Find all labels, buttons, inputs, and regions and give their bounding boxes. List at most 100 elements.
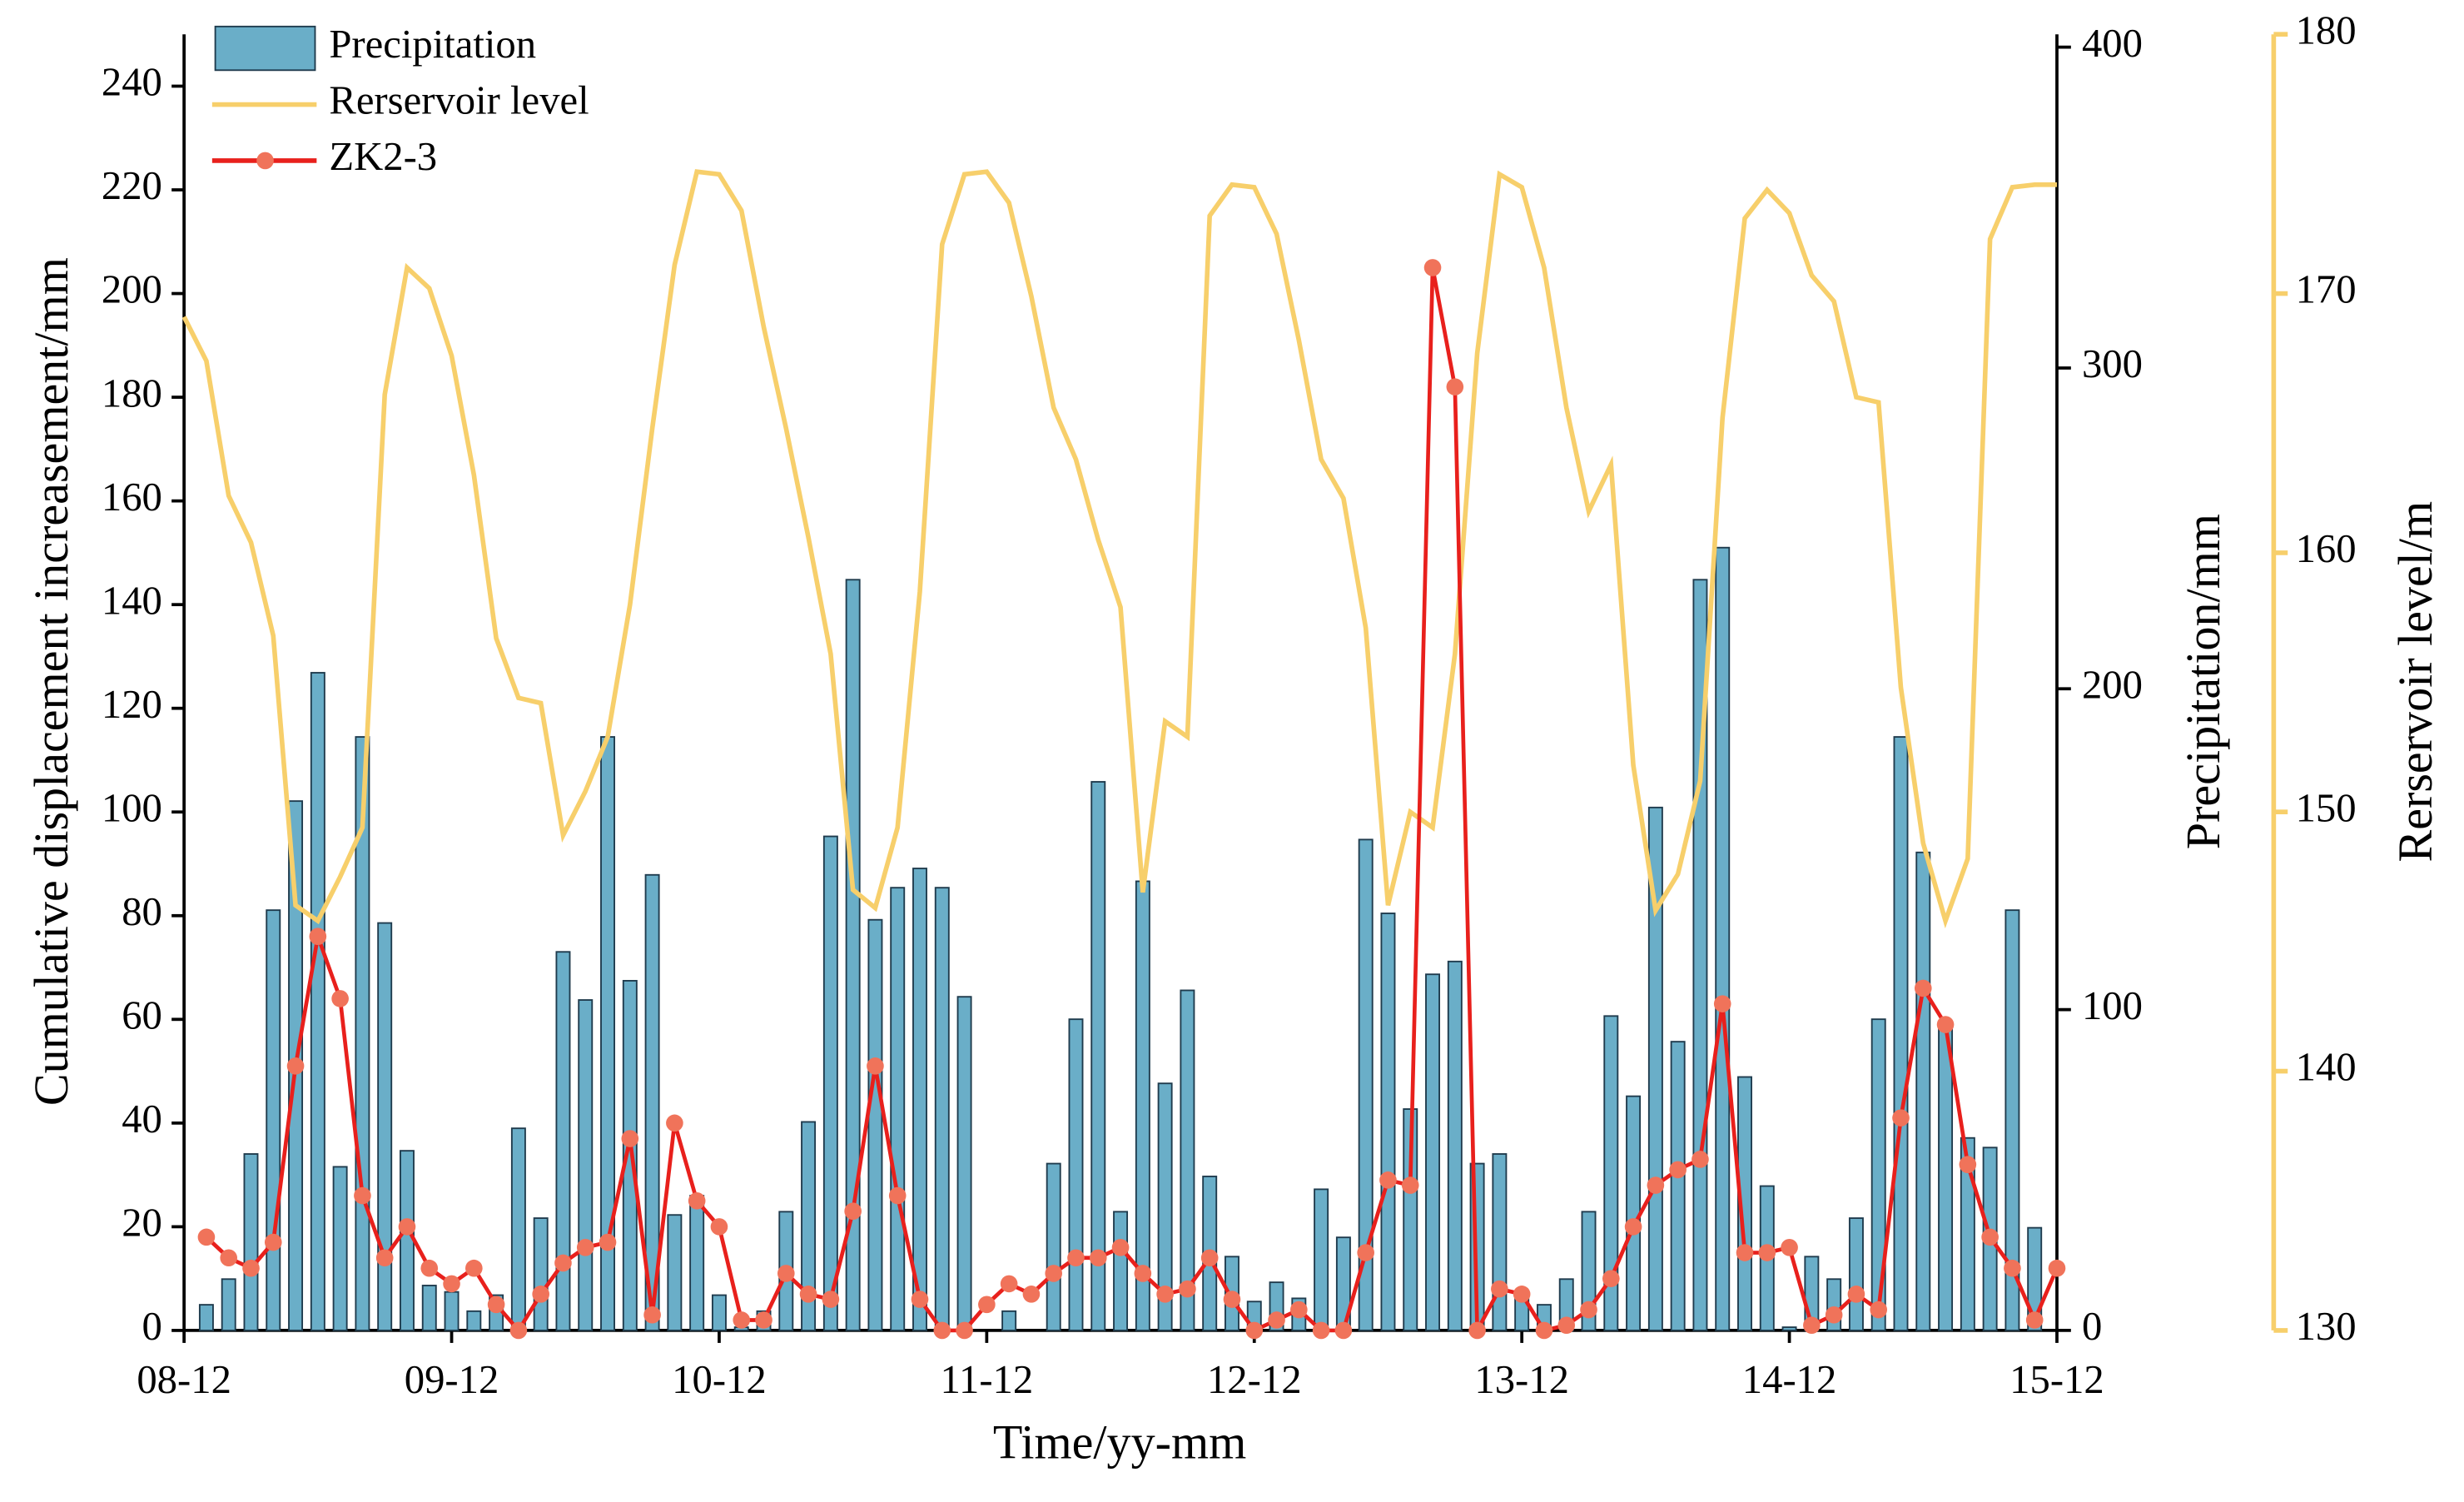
marker xyxy=(532,1286,549,1303)
legend-label: ZK2-3 xyxy=(329,134,437,179)
y3-tick-label: 160 xyxy=(2296,526,2357,571)
y-tick-label: 80 xyxy=(122,889,162,934)
marker xyxy=(956,1321,973,1340)
x-tick-label: 08-12 xyxy=(137,1357,231,1402)
y-tick-label: 180 xyxy=(102,371,162,415)
bar xyxy=(555,951,571,1331)
x-tick-label: 15-12 xyxy=(2009,1357,2104,1402)
marker xyxy=(1557,1316,1576,1335)
x-tick-label: 12-12 xyxy=(1207,1357,1302,1402)
bar xyxy=(400,1150,415,1331)
marker xyxy=(1379,1171,1397,1189)
bar xyxy=(956,996,972,1331)
marker xyxy=(1312,1321,1330,1340)
x-tick-label: 09-12 xyxy=(405,1357,499,1402)
marker xyxy=(844,1202,862,1221)
bar xyxy=(243,1153,259,1331)
bar xyxy=(1046,1162,1061,1331)
marker xyxy=(777,1265,795,1282)
bar xyxy=(867,918,883,1331)
marker xyxy=(1981,1228,1999,1246)
y2-tick-label: 100 xyxy=(2082,983,2143,1028)
y3-tick-label: 140 xyxy=(2296,1045,2357,1090)
marker xyxy=(867,1057,884,1075)
bar xyxy=(1715,546,1731,1331)
legend-swatch xyxy=(214,25,316,72)
marker xyxy=(2004,1259,2021,1277)
bar xyxy=(1670,1041,1686,1331)
marker xyxy=(220,1249,238,1267)
marker xyxy=(1179,1280,1196,1298)
marker xyxy=(443,1275,460,1293)
x-tick-label: 14-12 xyxy=(1742,1357,1837,1402)
marker xyxy=(1045,1265,1063,1282)
legend-label: Rerservoir level xyxy=(329,78,589,123)
marker xyxy=(398,1218,416,1236)
legend-marker xyxy=(256,152,274,170)
marker xyxy=(197,1228,216,1246)
marker xyxy=(465,1259,483,1277)
y2-axis-label: Precipitation/mm xyxy=(2176,514,2230,849)
marker xyxy=(1602,1270,1620,1287)
marker xyxy=(1223,1291,1241,1308)
marker xyxy=(1000,1275,1018,1293)
marker xyxy=(1513,1286,1531,1303)
marker xyxy=(1468,1321,1486,1340)
x-tick-label: 13-12 xyxy=(1474,1357,1569,1402)
bar xyxy=(2004,909,2020,1331)
bar xyxy=(578,999,594,1331)
marker xyxy=(1156,1286,1174,1303)
marker xyxy=(1959,1156,1977,1173)
marker xyxy=(1713,995,1731,1012)
marker xyxy=(599,1233,617,1251)
marker xyxy=(1134,1265,1152,1282)
marker xyxy=(2025,1311,2044,1329)
marker xyxy=(666,1114,683,1132)
y-axis-label: Cumulative displacement increasement/mm xyxy=(24,257,78,1106)
bar xyxy=(1090,781,1106,1331)
y3-tick-label: 130 xyxy=(2296,1304,2357,1349)
bar xyxy=(1603,1015,1619,1331)
marker xyxy=(799,1286,817,1303)
marker xyxy=(242,1259,260,1277)
bar xyxy=(1960,1136,1975,1331)
bar xyxy=(1314,1188,1329,1331)
bar xyxy=(310,672,325,1331)
y-tick-label: 60 xyxy=(122,992,162,1037)
bar xyxy=(221,1278,236,1331)
marker xyxy=(2048,1259,2066,1277)
y-tick-label: 200 xyxy=(102,267,162,312)
marker xyxy=(1334,1321,1353,1340)
y-tick-label: 0 xyxy=(142,1304,162,1349)
marker xyxy=(354,1186,371,1205)
bar xyxy=(845,579,861,1331)
bar xyxy=(1068,1018,1084,1331)
marker xyxy=(554,1254,572,1272)
bar xyxy=(2027,1226,2043,1331)
marker xyxy=(576,1239,594,1256)
marker xyxy=(1022,1286,1041,1303)
marker xyxy=(1758,1244,1776,1261)
marker xyxy=(1491,1280,1508,1298)
marker xyxy=(1357,1244,1374,1261)
legend-label: Precipitation xyxy=(329,22,536,67)
marker xyxy=(1825,1306,1843,1324)
y-tick-label: 20 xyxy=(122,1201,162,1246)
marker xyxy=(710,1218,728,1236)
bar xyxy=(1492,1153,1508,1331)
bar xyxy=(1001,1310,1017,1331)
marker xyxy=(1535,1321,1553,1340)
bar xyxy=(1781,1326,1797,1331)
y-tick-label: 100 xyxy=(102,785,162,830)
marker xyxy=(1870,1301,1888,1319)
marker xyxy=(487,1296,505,1314)
bar xyxy=(1581,1211,1597,1331)
bar xyxy=(1157,1082,1173,1331)
marker xyxy=(911,1291,929,1308)
bar xyxy=(510,1127,526,1331)
marker xyxy=(978,1296,996,1314)
marker xyxy=(1669,1161,1687,1179)
bar xyxy=(444,1291,460,1331)
marker xyxy=(1290,1301,1308,1319)
